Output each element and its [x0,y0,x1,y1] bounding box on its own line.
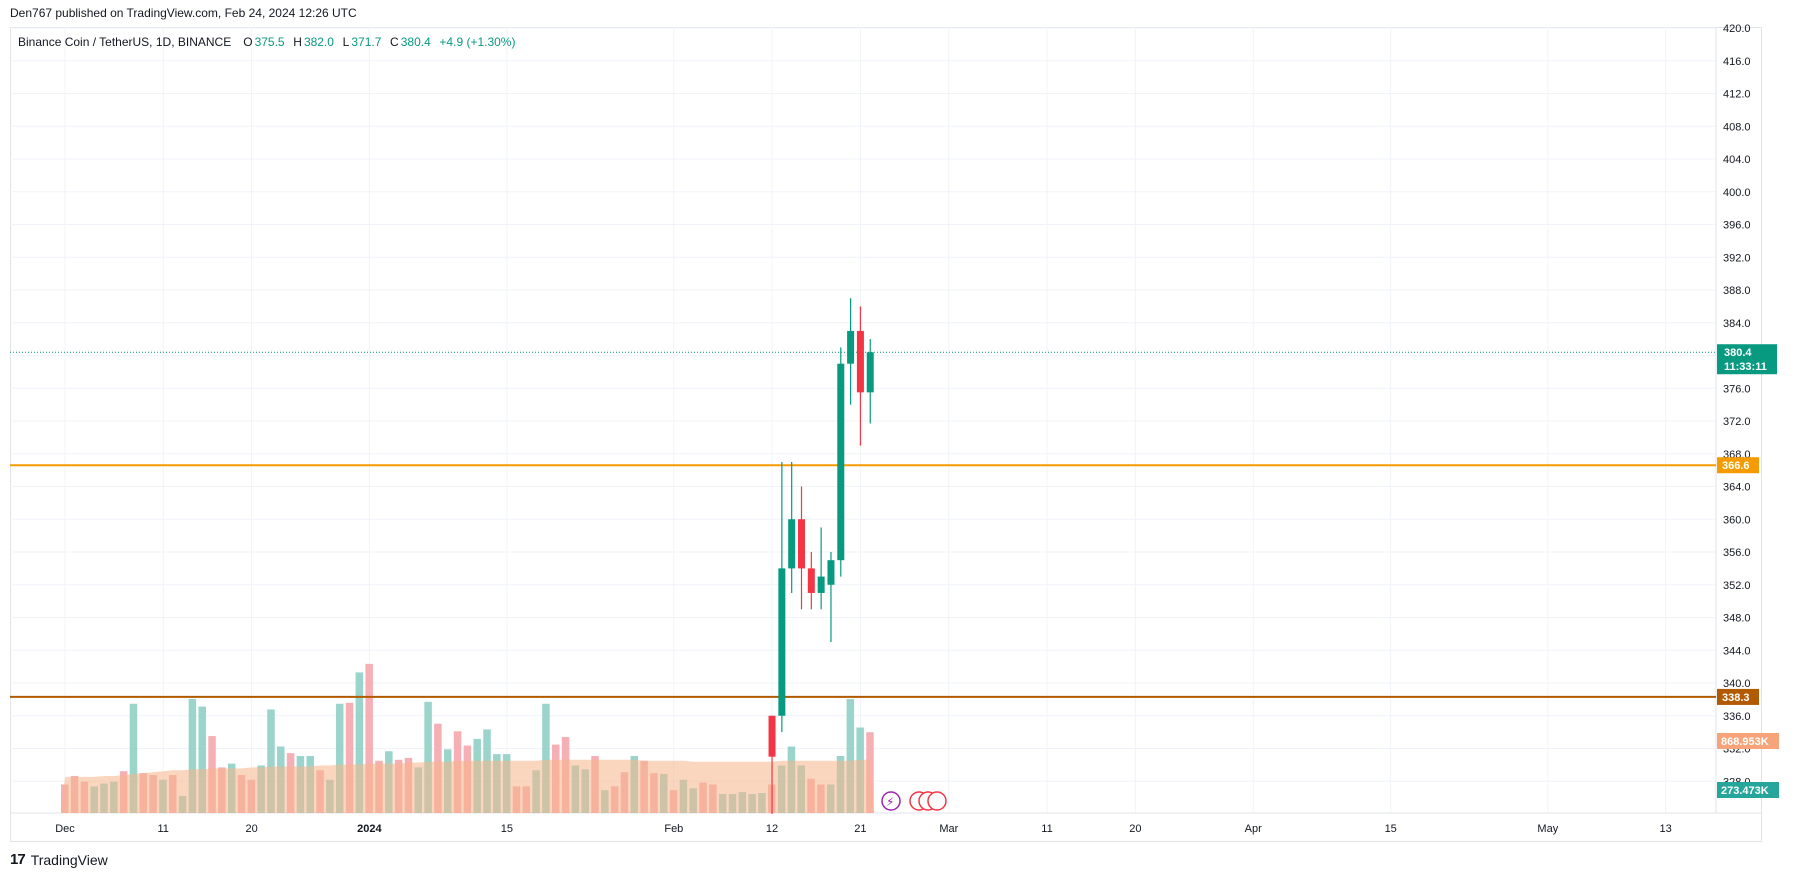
price-tick-label: 420.0 [1723,23,1751,35]
grid-lines [10,27,1762,814]
volume-bar [335,703,344,813]
volume-tag [1717,733,1779,749]
price-tick-label: 392.0 [1723,252,1751,264]
price-tick-label: 408.0 [1723,121,1751,133]
level-price-tag-text: 338.3 [1722,692,1750,704]
time-tick-label: 15 [1385,823,1397,835]
volume-ma-area [61,759,875,813]
candle-body[interactable] [798,519,805,569]
level-price-tag [1717,457,1759,474]
time-tick-label: 21 [854,823,866,835]
last-price-tag [1717,344,1777,375]
price-tick-label: 364.0 [1723,482,1751,494]
time-tick-label: Apr [1245,823,1262,835]
time-tick-label: 20 [1129,823,1141,835]
volume-tag-text: 868.953K [1721,736,1769,748]
candle-body[interactable] [778,568,786,716]
candle-body[interactable] [847,330,855,364]
price-tick-label: 376.0 [1723,383,1751,395]
axis-tags: 366.6 338.3 380.4 11:33:11 868.953K 273.473K [1717,344,1779,798]
candle-body[interactable] [768,715,776,757]
level-price-tag-text: 366.6 [1722,460,1750,472]
support-resistance-levels[interactable] [10,464,1716,698]
volume-bar [365,663,373,813]
volume-bar [355,672,364,813]
time-tick-label: 11 [1041,823,1052,835]
time-tick-label: 13 [1660,823,1672,835]
volume-bar [129,703,138,813]
volume-bar [345,702,354,813]
candle-body[interactable] [817,576,825,593]
earnings-event-icon[interactable] [881,791,901,811]
candles[interactable] [768,298,874,814]
symbol-name[interactable]: Binance Coin / TetherUS, 1D, BINANCE [18,35,232,49]
volume-tag-text: 273.473K [1721,785,1769,797]
low-value: 371.7 [351,35,382,49]
price-tick-label: 388.0 [1723,285,1751,297]
time-axis[interactable]: Dec 11 20 2024 15 Feb 12 21 Mar 11 20 Apr 15 May 13 [55,823,1672,835]
price-tick-label: 356.0 [1723,547,1751,559]
time-tick-label: May [1537,823,1558,835]
price-tick-label: 344.0 [1723,645,1751,657]
close-label: C [390,35,399,49]
price-tick-label: 396.0 [1723,220,1751,232]
volume-tag [1717,782,1779,798]
close-value: 380.4 [400,35,431,49]
time-tick-label: Mar [939,823,958,835]
event-icons[interactable]: ⚡ [881,791,947,811]
volume-bar [267,709,275,813]
candle-body[interactable] [856,330,864,393]
price-tick-label: 372.0 [1723,416,1751,428]
published-info: Den767 published on TradingView.com, Feb… [10,6,357,20]
price-tick-label: 412.0 [1723,89,1751,101]
open-label: O [243,35,253,49]
candle-body[interactable] [827,560,835,585]
price-tick-label: 416.0 [1723,56,1751,68]
price-tick-label: 352.0 [1723,580,1751,592]
open-value: 375.5 [254,35,285,49]
price-axis[interactable]: 420.0 416.0 412.0 408.0 404.0 400.0 396.0 392.0… [1723,23,1751,788]
countdown-tag-text: 11:33:11 [1724,361,1767,373]
time-tick-label: Feb [664,823,683,835]
price-tick-label: 348.0 [1723,613,1751,625]
volume-bar [198,706,206,813]
price-tick-label: 360.0 [1723,514,1751,526]
candle-body[interactable] [866,352,874,393]
price-tick-label: 404.0 [1723,154,1751,166]
candle-body[interactable] [788,519,796,569]
price-tick-label: 336.0 [1723,711,1751,723]
time-tick-label: 15 [501,823,513,835]
price-tick-label: 400.0 [1723,187,1751,199]
candle-body[interactable] [837,363,845,561]
low-label: L [342,35,350,49]
lightning-icon: ⚡ [886,795,894,809]
time-tick-label: Dec [55,823,75,835]
footer-brand[interactable]: 17 TradingView [10,851,108,868]
change-value: +4.9 (+1.30%) [439,35,516,49]
candle-body[interactable] [807,568,815,593]
last-price-tag-text: 380.4 [1724,347,1752,359]
time-tick-label: 11 [157,823,168,835]
time-tick-label: 12 [766,823,778,835]
price-tick-label: 384.0 [1723,318,1751,330]
high-label: H [293,35,302,49]
time-tick-label: 2024 [357,823,382,835]
us-flag-icon[interactable] [927,791,947,811]
volume-bar [846,699,855,813]
price-tick-label: 340.0 [1723,678,1751,690]
volume-bar [542,703,550,813]
volume-bar [424,701,432,813]
high-value: 382.0 [303,35,334,49]
volume-bar [188,699,197,813]
level-price-tag [1717,688,1759,705]
time-tick-label: 20 [245,823,257,835]
symbol-legend[interactable]: Binance Coin / TetherUS, 1D, BINANCE O 37… [18,35,517,49]
tradingview-logo-icon: 17 [10,851,26,868]
brand-name: TradingView [30,851,108,868]
